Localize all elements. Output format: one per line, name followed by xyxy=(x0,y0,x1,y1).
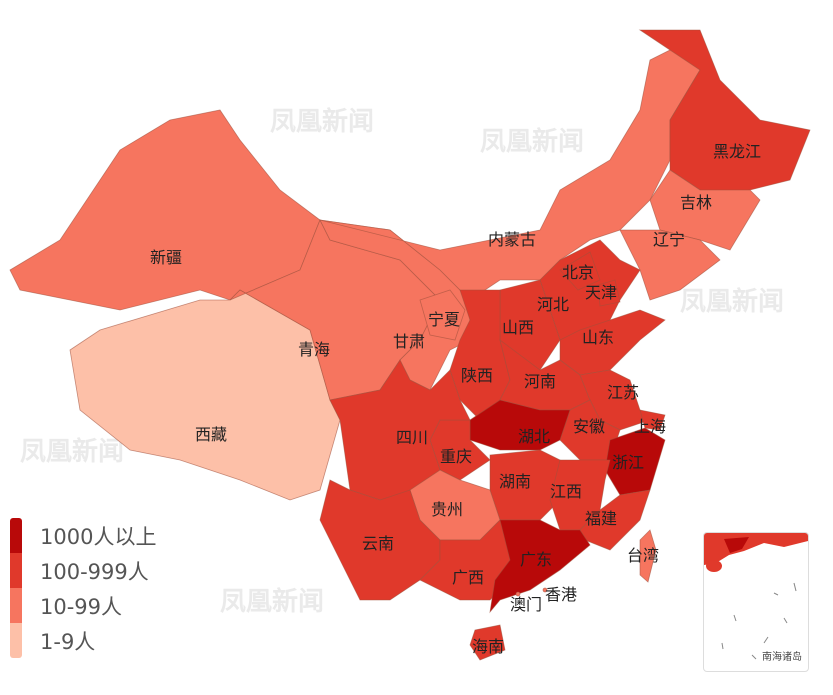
province-shanghai[interactable] xyxy=(639,409,666,431)
label-jiangxi: 江西 xyxy=(550,482,582,501)
label-beijing: 北京 xyxy=(562,263,594,282)
watermark: 凤凰新闻 xyxy=(680,286,784,317)
label-jilin: 吉林 xyxy=(680,193,712,212)
label-gansu: 甘肃 xyxy=(393,332,425,351)
south-china-sea-inset: 南海诸岛 xyxy=(703,532,809,672)
label-neimenggu: 内蒙古 xyxy=(488,230,536,249)
label-sichuan: 四川 xyxy=(396,428,428,447)
label-hongkong: 香港 xyxy=(545,585,577,604)
watermarks: 凤凰新闻 凤凰新闻 凤凰新闻 凤凰新闻 凤凰新闻 xyxy=(20,106,784,617)
province-xinjiang[interactable] xyxy=(9,109,321,311)
province-liaoning[interactable] xyxy=(619,229,721,301)
label-heilongjiang: 黑龙江 xyxy=(713,142,761,161)
legend-label-1-9: 1-9人 xyxy=(40,630,96,654)
watermark: 凤凰新闻 xyxy=(20,436,124,467)
legend-label-100-999: 100-999人 xyxy=(40,560,149,584)
label-fujian: 福建 xyxy=(585,509,617,528)
label-tianjin: 天津 xyxy=(585,283,617,302)
label-chongqing: 重庆 xyxy=(440,447,472,466)
label-guangxi: 广西 xyxy=(452,568,484,587)
label-liaoning: 辽宁 xyxy=(653,230,685,249)
label-anhui: 安徽 xyxy=(573,417,605,436)
inset-map xyxy=(704,533,808,660)
watermark: 凤凰新闻 xyxy=(270,106,374,137)
province-ningxia[interactable] xyxy=(419,289,466,341)
label-taiwan: 台湾 xyxy=(627,546,659,565)
label-shanghai: 上海 xyxy=(634,417,666,436)
label-shaanxi: 陕西 xyxy=(461,366,493,385)
label-xizang: 西藏 xyxy=(195,425,227,444)
watermark: 凤凰新闻 xyxy=(480,126,584,157)
inset-title: 南海诸岛 xyxy=(762,652,802,663)
legend-swatch[interactable] xyxy=(10,623,22,658)
province-taiwan[interactable] xyxy=(639,529,657,583)
label-jiangsu: 江苏 xyxy=(607,383,639,402)
legend-color-bar xyxy=(10,518,22,658)
label-hunan: 湖南 xyxy=(499,472,531,491)
legend-swatch[interactable] xyxy=(10,588,22,623)
legend-swatch[interactable] xyxy=(10,553,22,588)
label-ningxia: 宁夏 xyxy=(428,310,460,329)
label-hubei: 湖北 xyxy=(518,427,550,446)
label-qinghai: 青海 xyxy=(298,340,330,359)
label-shanxi: 山西 xyxy=(502,318,534,337)
province-macau[interactable] xyxy=(515,591,521,597)
label-xinjiang: 新疆 xyxy=(150,248,182,267)
province-hubei[interactable] xyxy=(469,399,571,451)
label-hainan: 海南 xyxy=(472,637,504,656)
label-macau: 澳门 xyxy=(510,595,542,614)
watermark: 凤凰新闻 xyxy=(220,586,324,617)
label-henan: 河南 xyxy=(524,372,556,391)
label-guangdong: 广东 xyxy=(520,550,552,569)
province-tianjin[interactable] xyxy=(597,279,621,307)
label-shandong: 山东 xyxy=(582,328,614,347)
label-hebei: 河北 xyxy=(537,295,569,314)
label-yunnan: 云南 xyxy=(362,534,394,553)
legend-label-1000plus: 1000人以上 xyxy=(40,525,157,549)
province-hongkong[interactable] xyxy=(542,587,548,593)
label-guizhou: 贵州 xyxy=(431,500,463,519)
province-hainan[interactable] xyxy=(469,624,506,661)
legend-label-10-99: 10-99人 xyxy=(40,595,123,619)
province-beijing[interactable] xyxy=(559,251,601,291)
label-zhejiang: 浙江 xyxy=(612,453,644,472)
legend-swatch[interactable] xyxy=(10,518,22,553)
province-guangdong[interactable] xyxy=(489,519,591,614)
